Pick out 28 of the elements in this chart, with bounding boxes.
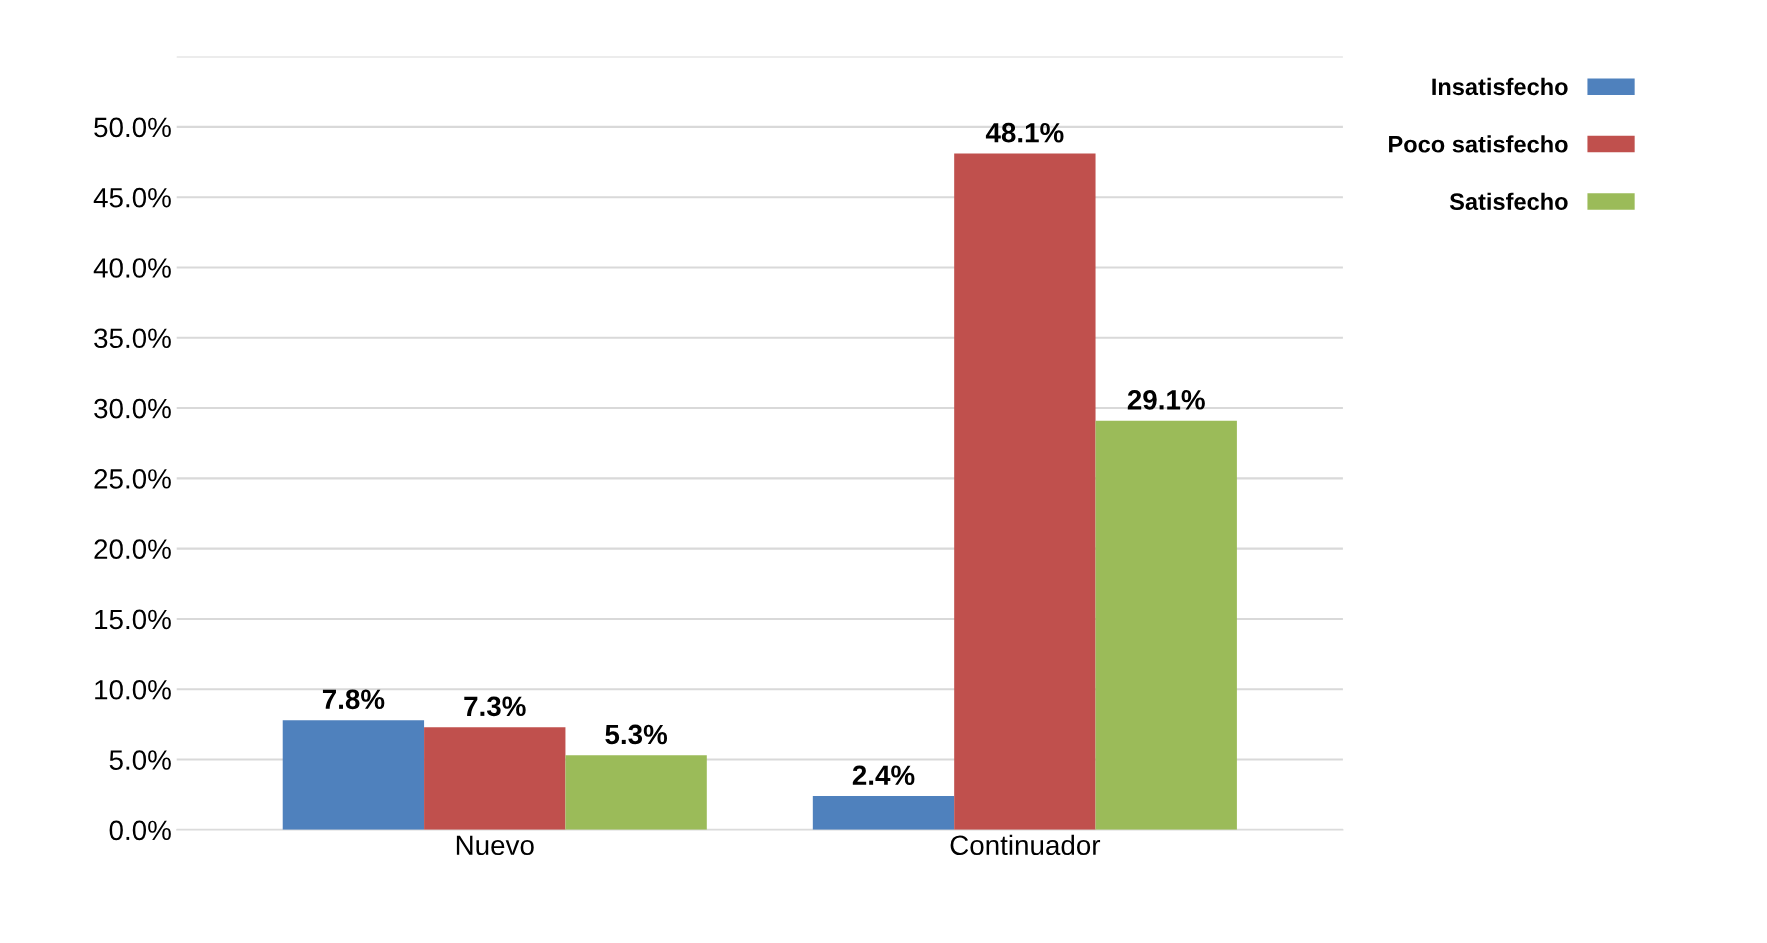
data-label: 7.3% <box>464 696 526 717</box>
y-tick-label: 20.0% <box>94 539 171 559</box>
data-label: 29.1% <box>1127 390 1205 410</box>
legend-label: Satisfecho <box>1449 192 1568 211</box>
y-tick-label: 35.0% <box>94 328 171 349</box>
x-tick-label: Nuevo <box>456 835 534 856</box>
y-tick-label: 30.0% <box>94 398 171 419</box>
legend-label: Insatisfecho <box>1432 77 1568 96</box>
data-label: 7.8% <box>322 689 385 710</box>
bar <box>565 755 707 830</box>
y-tick-label: 50.0% <box>94 117 171 138</box>
y-tick-label: 15.0% <box>95 609 171 630</box>
y-tick-label: 25.0% <box>94 469 171 489</box>
x-tick-label: Continuador <box>950 834 1101 856</box>
legend-label: Poco satisfecho <box>1389 135 1568 153</box>
bar <box>424 727 566 830</box>
y-tick-label: 0.0% <box>109 820 171 841</box>
y-tick-label: 10.0% <box>95 679 171 700</box>
bar <box>812 796 955 830</box>
data-label: 5.3% <box>605 724 668 745</box>
data-label: 2.4% <box>852 765 915 785</box>
bar <box>1095 420 1237 830</box>
bar <box>282 720 425 830</box>
y-tick-label: 40.0% <box>93 258 171 278</box>
data-label: 48.1% <box>985 122 1064 143</box>
y-tick-label: 45.0% <box>93 187 171 208</box>
bar <box>954 153 1096 830</box>
y-tick-label: 5.0% <box>109 750 171 770</box>
